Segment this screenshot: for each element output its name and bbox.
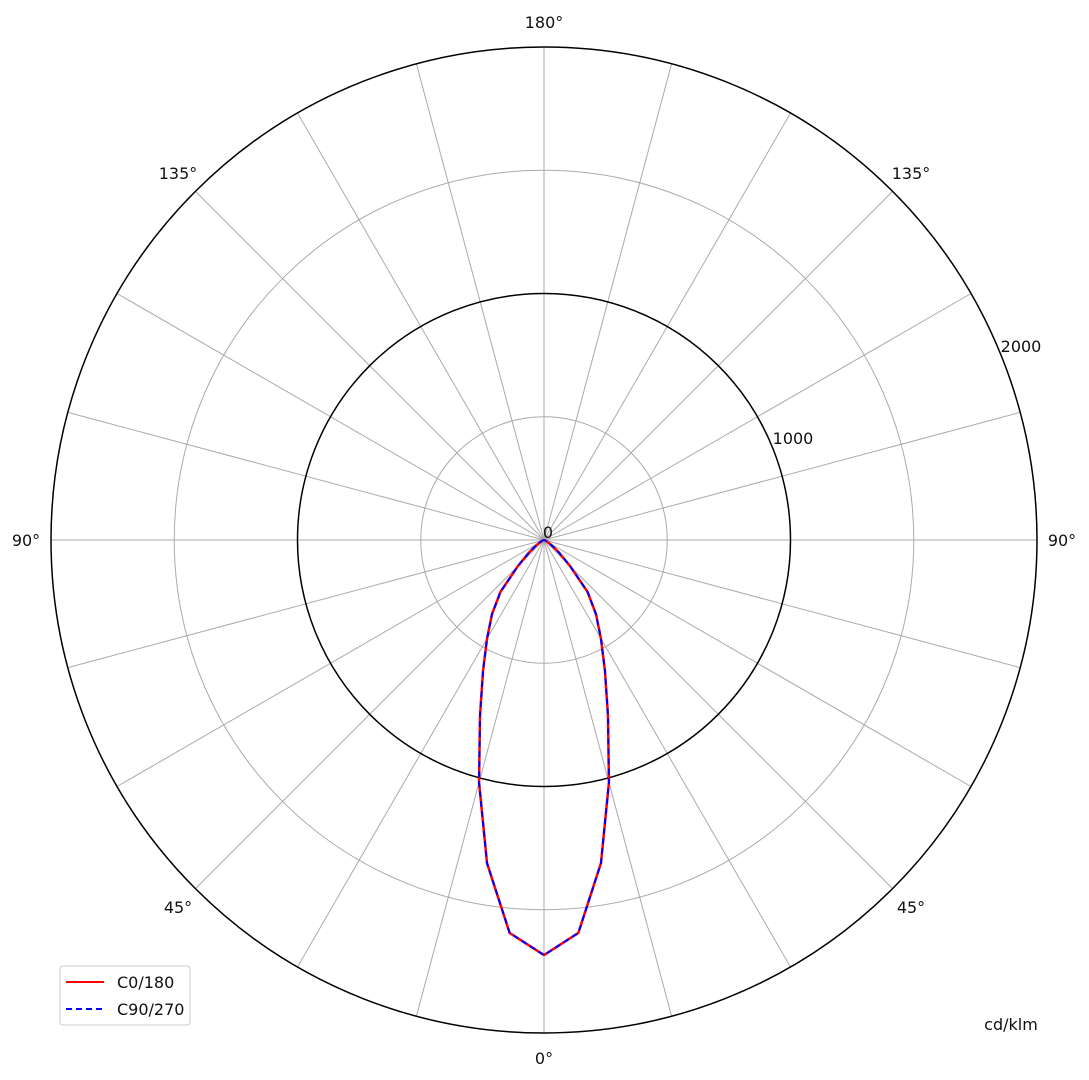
angle-label-upper-left: 135° <box>159 164 198 183</box>
angle-label-bottom: 0° <box>535 1049 553 1068</box>
angle-label-left: 90° <box>12 531 40 550</box>
angle-label-top: 180° <box>525 13 564 32</box>
radial-label-1000: 1000 <box>773 429 814 448</box>
legend: C0/180 C90/270 <box>59 965 191 1026</box>
angle-label-lower-right: 45° <box>897 898 925 917</box>
legend-label-c0: C0/180 <box>117 973 174 992</box>
polar-grid <box>50 46 1038 1034</box>
legend-box <box>59 965 191 1026</box>
series-curve-1 <box>478 539 610 957</box>
angle-label-right: 90° <box>1048 531 1076 550</box>
angle-label-upper-right: 135° <box>892 164 931 183</box>
unit-label: cd/klm <box>984 1015 1038 1034</box>
curves <box>477 538 611 957</box>
angle-label-lower-left: 45° <box>164 898 192 917</box>
radial-label-2000: 2000 <box>1001 337 1042 356</box>
radial-circle-1500 <box>173 169 915 911</box>
radial-circle-1000 <box>296 292 792 788</box>
legend-label-c90: C90/270 <box>117 1000 184 1019</box>
radial-label-0: 0 <box>543 523 553 542</box>
tick-labels: 180° 0° 90° 90° 135° 135° 45° 45° 0 1000… <box>12 13 1076 1068</box>
radial-circle-2000 <box>50 46 1038 1034</box>
radial-circle-500 <box>420 416 668 664</box>
